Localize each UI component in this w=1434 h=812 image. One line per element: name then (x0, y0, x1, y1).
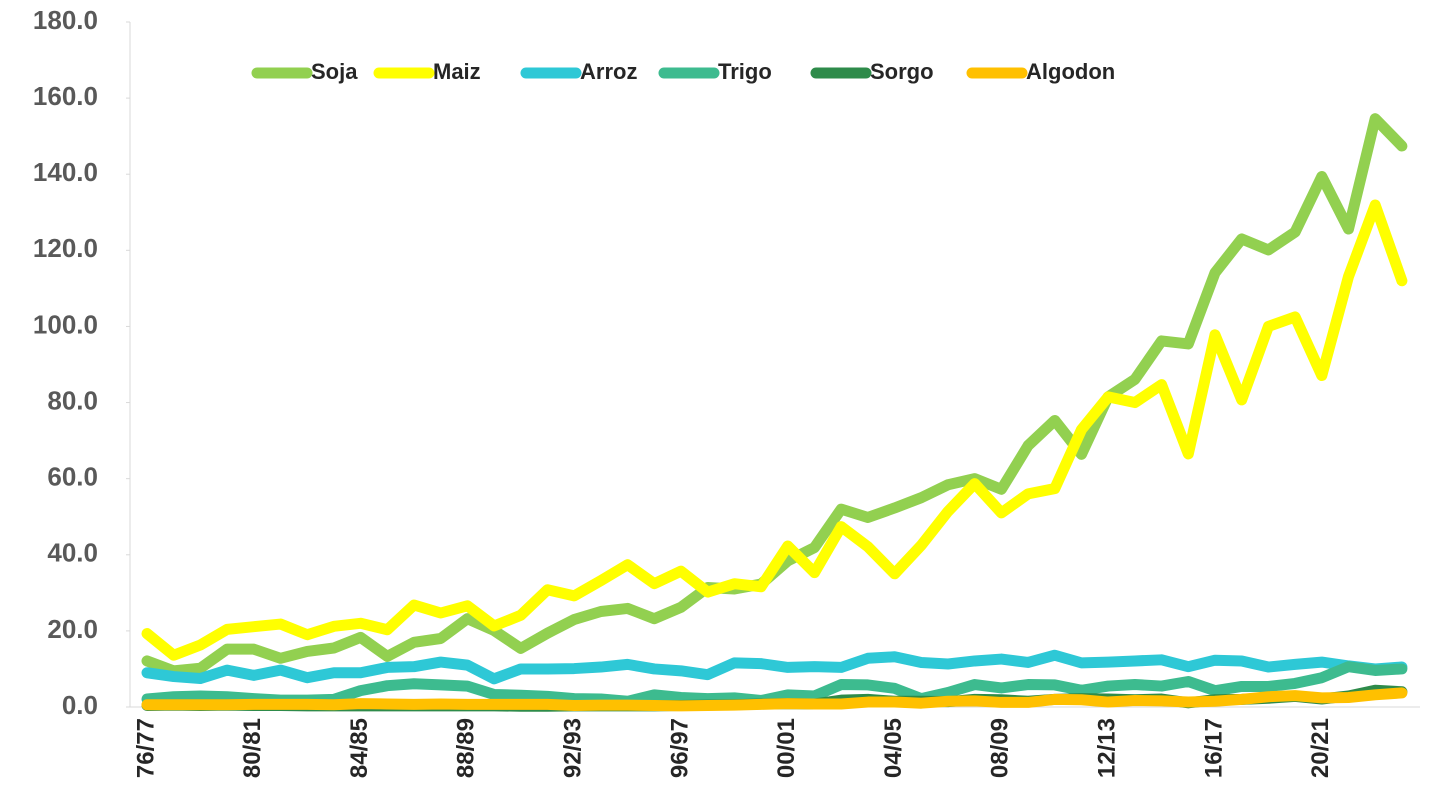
x-tick-label: 80/81 (239, 718, 266, 778)
x-tick-label: 84/85 (346, 718, 373, 778)
legend-label: Soja (311, 59, 358, 84)
x-tick-label: 88/89 (453, 718, 480, 778)
y-tick-label: 80.0 (47, 385, 98, 415)
legend-label: Arroz (580, 59, 637, 84)
series-line (141, 661, 1408, 707)
legend-label: Sorgo (870, 59, 934, 84)
legend-label: Algodon (1026, 59, 1115, 84)
series-line (141, 113, 1408, 677)
series-line (141, 199, 1408, 661)
x-tick-label: 96/97 (666, 718, 693, 778)
y-tick-label: 20.0 (47, 614, 98, 644)
y-tick-label: 160.0 (33, 81, 98, 111)
x-tick-label: 00/01 (773, 718, 800, 778)
series-line (141, 687, 1408, 712)
legend-label: Maiz (433, 59, 481, 84)
y-tick-label: 180.0 (33, 5, 98, 35)
y-tick-label: 60.0 (47, 462, 98, 492)
y-tick-label: 120.0 (33, 233, 98, 263)
series-line (141, 649, 1408, 685)
legend-label: Trigo (718, 59, 772, 84)
y-tick-label: 40.0 (47, 538, 98, 568)
x-tick-label: 12/13 (1094, 718, 1121, 778)
y-tick-label: 0.0 (62, 690, 98, 720)
x-tick-label: 04/05 (880, 718, 907, 778)
x-tick-label: 20/21 (1307, 718, 1334, 778)
x-tick-label: 76/77 (132, 718, 159, 778)
y-tick-label: 100.0 (33, 309, 98, 339)
y-tick-label: 140.0 (33, 157, 98, 187)
x-tick-label: 92/93 (560, 718, 587, 778)
x-tick-label: 16/17 (1200, 718, 1227, 778)
x-tick-label: 08/09 (987, 718, 1014, 778)
